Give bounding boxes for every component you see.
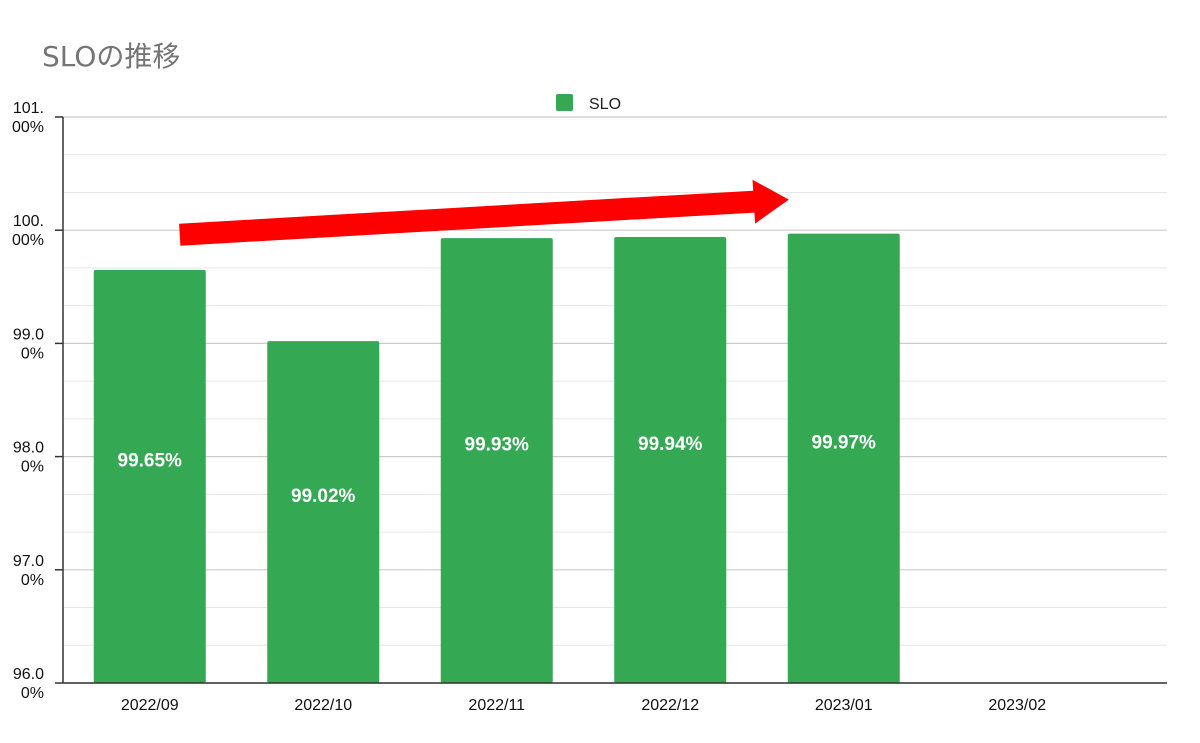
- x-tick-label: 2022/11: [468, 697, 525, 714]
- bar-2022-12: [614, 236, 727, 683]
- x-tick-label: 2023/01: [815, 697, 873, 714]
- trend-arrow: [179, 179, 789, 246]
- y-tick-label: 101. 00%: [12, 100, 44, 136]
- x-tick-label: 2023/02: [988, 697, 1046, 714]
- bar-data-label: 99.93%: [465, 435, 530, 456]
- y-tick-label: 96.0 0%: [13, 666, 44, 702]
- y-tick-label: 99.0 0%: [13, 326, 44, 362]
- bar-data-label: 99.97%: [812, 432, 877, 453]
- legend-swatch-slo: [556, 94, 573, 111]
- bar-2023-01: [787, 233, 900, 683]
- bar-2022-10: [267, 341, 380, 683]
- bar-data-label: 99.94%: [638, 434, 703, 455]
- axes: 101. 00% 100. 00% 99.0 0% 98.0 0% 97.0 0% 96.0 0% 20…: [12, 100, 1167, 714]
- x-tick-label: 2022/09: [121, 697, 179, 714]
- bar-2022-11: [440, 238, 553, 683]
- y-tick-label: 98.0 0%: [13, 440, 44, 476]
- legend: SLO: [556, 94, 621, 113]
- x-tick-label: 2022/12: [641, 697, 699, 714]
- bar-2022-09: [93, 269, 206, 683]
- legend-label-slo: SLO: [589, 96, 621, 113]
- bar-data-label: 99.02%: [291, 486, 356, 507]
- y-tick-label: 100. 00%: [12, 213, 44, 249]
- trend-arrow-annotation: [179, 179, 789, 246]
- y-tick-label: 97.0 0%: [13, 553, 44, 589]
- x-tick-label: 2022/10: [294, 697, 352, 714]
- bars: [93, 233, 900, 683]
- chart-title: SLOの推移: [42, 40, 180, 73]
- data-labels: 99.65% 99.02% 99.93% 99.94% 99.97%: [118, 432, 877, 507]
- bar-data-label: 99.65%: [118, 450, 183, 471]
